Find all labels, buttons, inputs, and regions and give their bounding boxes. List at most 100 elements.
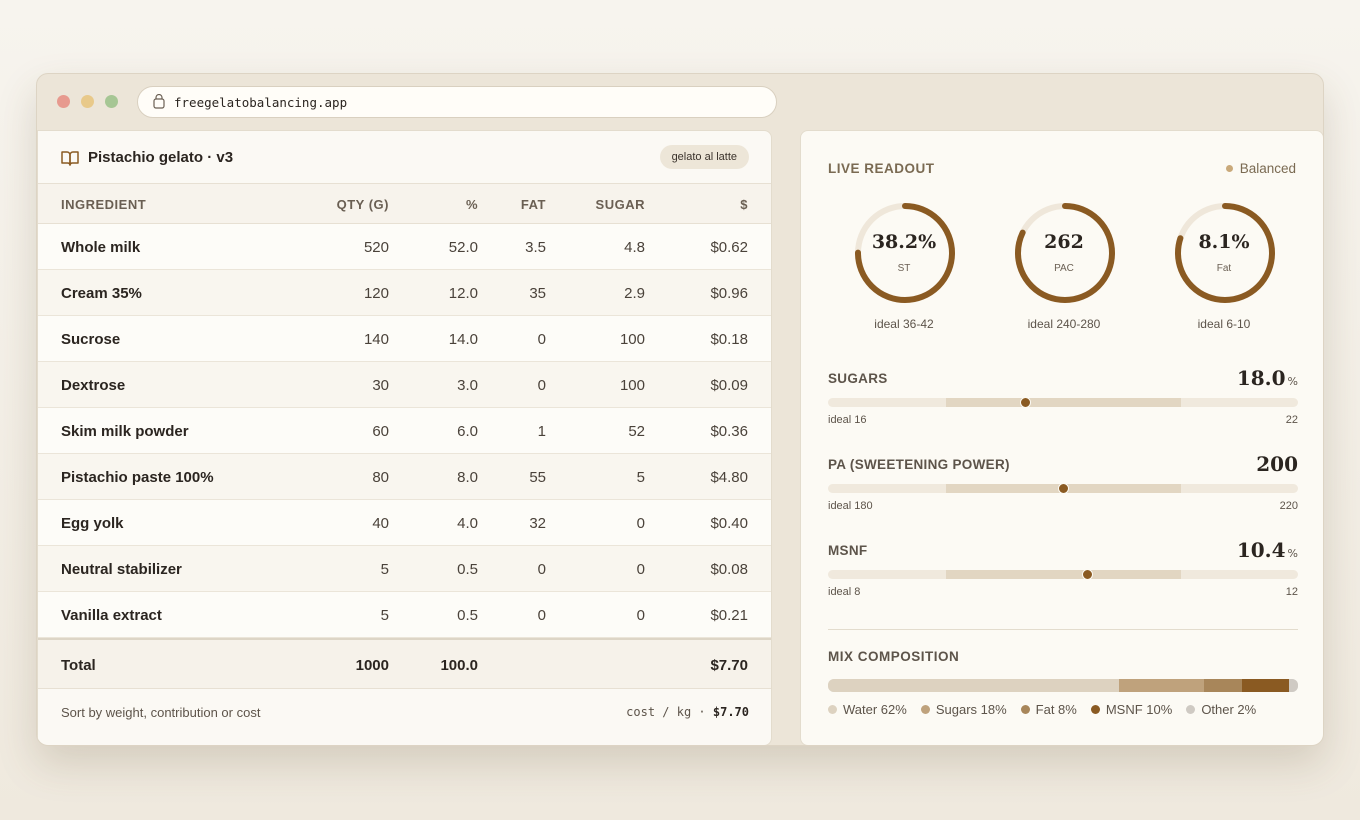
browser-titlebar: freegelatobalancing.app bbox=[37, 74, 1323, 130]
metric-min: ideal 180 bbox=[828, 500, 873, 512]
column-cost[interactable]: $ bbox=[740, 197, 748, 212]
gauge-ring bbox=[855, 203, 955, 303]
sugar-cell: 5 bbox=[636, 469, 645, 486]
legend-label: Other 2% bbox=[1201, 702, 1257, 717]
cost-cell: $0.96 bbox=[710, 285, 748, 302]
gauge-ring bbox=[1175, 203, 1275, 303]
legend-dot-icon bbox=[1090, 705, 1100, 714]
legend-dot-icon bbox=[920, 705, 930, 714]
pct-cell: 4.0 bbox=[457, 515, 478, 532]
legend-label: Fat 8% bbox=[1035, 702, 1077, 717]
metric-track bbox=[828, 483, 1298, 494]
qty-cell: 80 bbox=[372, 469, 389, 486]
legend-dot-icon bbox=[1020, 705, 1030, 714]
cost-cell: $4.80 bbox=[710, 469, 748, 486]
legend-label: Water 62% bbox=[843, 702, 907, 717]
browser-window: freegelatobalancing.app Pistachio gelato… bbox=[36, 73, 1324, 746]
fat-cell: 0 bbox=[537, 377, 546, 394]
qty-cell: 5 bbox=[380, 607, 389, 624]
recipe-title: Pistachio gelato · v3 bbox=[88, 149, 234, 166]
qty-cell: 60 bbox=[372, 423, 389, 440]
table-row[interactable]: Sucrose 140 14.0 0 100 $0.18 bbox=[38, 316, 771, 362]
ingredient-name: Pistachio paste 100% bbox=[61, 469, 214, 486]
ingredient-name: Cream 35% bbox=[61, 285, 142, 302]
sugar-cell: 52 bbox=[628, 423, 645, 440]
fat-cell: 0 bbox=[537, 331, 546, 348]
ingredient-name: Egg yolk bbox=[61, 515, 124, 532]
table-row[interactable]: Pistachio paste 100% 80 8.0 55 5 $4.80 bbox=[38, 454, 771, 500]
pct-cell: 6.0 bbox=[457, 423, 478, 440]
ingredient-name: Neutral stabilizer bbox=[61, 561, 182, 578]
ingredient-name: Dextrose bbox=[61, 377, 126, 394]
cost-cell: $0.21 bbox=[710, 607, 748, 624]
legend-item: Sugars 18% bbox=[920, 702, 1007, 717]
pct-cell: 52.0 bbox=[448, 239, 478, 256]
ingredient-name: Whole milk bbox=[61, 239, 141, 256]
column-fat[interactable]: FAT bbox=[520, 197, 546, 212]
maximize-window-button[interactable] bbox=[105, 95, 118, 108]
sugar-cell: 0 bbox=[636, 561, 645, 578]
metric-value-wrap: 10.4% bbox=[1237, 538, 1298, 562]
pct-cell: 3.0 bbox=[457, 377, 478, 394]
column-qty[interactable]: QTY (G) bbox=[336, 197, 389, 212]
minimize-window-button[interactable] bbox=[81, 95, 94, 108]
metric-max: 220 bbox=[1279, 500, 1298, 512]
metric-value: 200 bbox=[1256, 452, 1298, 476]
cost-cell: $0.08 bbox=[710, 561, 748, 578]
metric-value-wrap: 18.0% bbox=[1237, 366, 1298, 390]
metric-value: 10.4 bbox=[1236, 538, 1286, 562]
metric-sugars: SUGARS 18.0% ideal 16 22 bbox=[828, 366, 1298, 433]
sugar-cell: 100 bbox=[619, 377, 645, 394]
qty-cell: 120 bbox=[363, 285, 389, 302]
ingredient-name: Vanilla extract bbox=[61, 607, 162, 624]
sort-hint: Sort by weight, contribution or cost bbox=[61, 705, 261, 720]
qty-cell: 5 bbox=[380, 561, 389, 578]
table-row[interactable]: Neutral stabilizer 5 0.5 0 0 $0.08 bbox=[38, 546, 771, 592]
cost-cell: $0.36 bbox=[710, 423, 748, 440]
table-row[interactable]: Skim milk powder 60 6.0 1 52 $0.36 bbox=[38, 408, 771, 454]
table-row[interactable]: Vanilla extract 5 0.5 0 0 $0.21 bbox=[38, 592, 771, 638]
legend-item: MSNF 10% bbox=[1090, 702, 1172, 717]
fat-cell: 3.5 bbox=[525, 239, 546, 256]
column-sugar[interactable]: SUGAR bbox=[595, 197, 645, 212]
gauge-value: 8.1% bbox=[1198, 231, 1250, 253]
status-text: Balanced bbox=[1239, 161, 1296, 176]
qty-cell: 40 bbox=[372, 515, 389, 532]
fat-cell: 35 bbox=[529, 285, 546, 302]
mix-segment bbox=[828, 679, 1120, 692]
table-row[interactable]: Dextrose 30 3.0 0 100 $0.09 bbox=[38, 362, 771, 408]
gauge-value: 38.2% bbox=[871, 231, 937, 253]
cost-per-kg-label: cost / kg · bbox=[626, 705, 706, 719]
pct-cell: 8.0 bbox=[457, 469, 478, 486]
metric-max: 12 bbox=[1285, 586, 1298, 598]
style-badge[interactable]: gelato al latte bbox=[659, 145, 749, 169]
metric-label: PA (SWEETENING POWER) bbox=[828, 457, 1010, 472]
mix-segment bbox=[1119, 679, 1204, 692]
gauge-ring bbox=[1015, 203, 1115, 303]
ingredient-name: Sucrose bbox=[61, 331, 121, 348]
gauge-value: 262 bbox=[1044, 231, 1084, 253]
metric-min: ideal 16 bbox=[828, 414, 867, 426]
total-pct: 100.0 bbox=[440, 657, 478, 674]
pct-cell: 0.5 bbox=[457, 561, 478, 578]
gauge-ideal: ideal 240-280 bbox=[1027, 317, 1101, 331]
table-row[interactable]: Cream 35% 120 12.0 35 2.9 $0.96 bbox=[38, 270, 771, 316]
close-window-button[interactable] bbox=[57, 95, 70, 108]
cost-per-kg-value: $7.70 bbox=[712, 705, 749, 719]
table-row[interactable]: Whole milk 520 52.0 3.5 4.8 $0.62 bbox=[38, 224, 771, 270]
metric-label: SUGARS bbox=[828, 371, 888, 386]
metric-max: 22 bbox=[1285, 414, 1298, 426]
cost-cell: $0.09 bbox=[710, 377, 748, 394]
table-row[interactable]: Egg yolk 40 4.0 32 0 $0.40 bbox=[38, 500, 771, 546]
lock-icon bbox=[153, 94, 165, 109]
ideal-range bbox=[945, 570, 1181, 579]
table-footer: Sort by weight, contribution or cost cos… bbox=[38, 689, 771, 735]
gauge-label: ST bbox=[897, 263, 911, 274]
qty-cell: 30 bbox=[372, 377, 389, 394]
pct-cell: 0.5 bbox=[457, 607, 478, 624]
column-ingredient[interactable]: INGREDIENT bbox=[61, 197, 147, 212]
metric-track bbox=[828, 569, 1298, 580]
column-pct[interactable]: % bbox=[465, 197, 478, 212]
metric-marker bbox=[1081, 569, 1093, 580]
address-bar[interactable]: freegelatobalancing.app bbox=[137, 86, 777, 118]
